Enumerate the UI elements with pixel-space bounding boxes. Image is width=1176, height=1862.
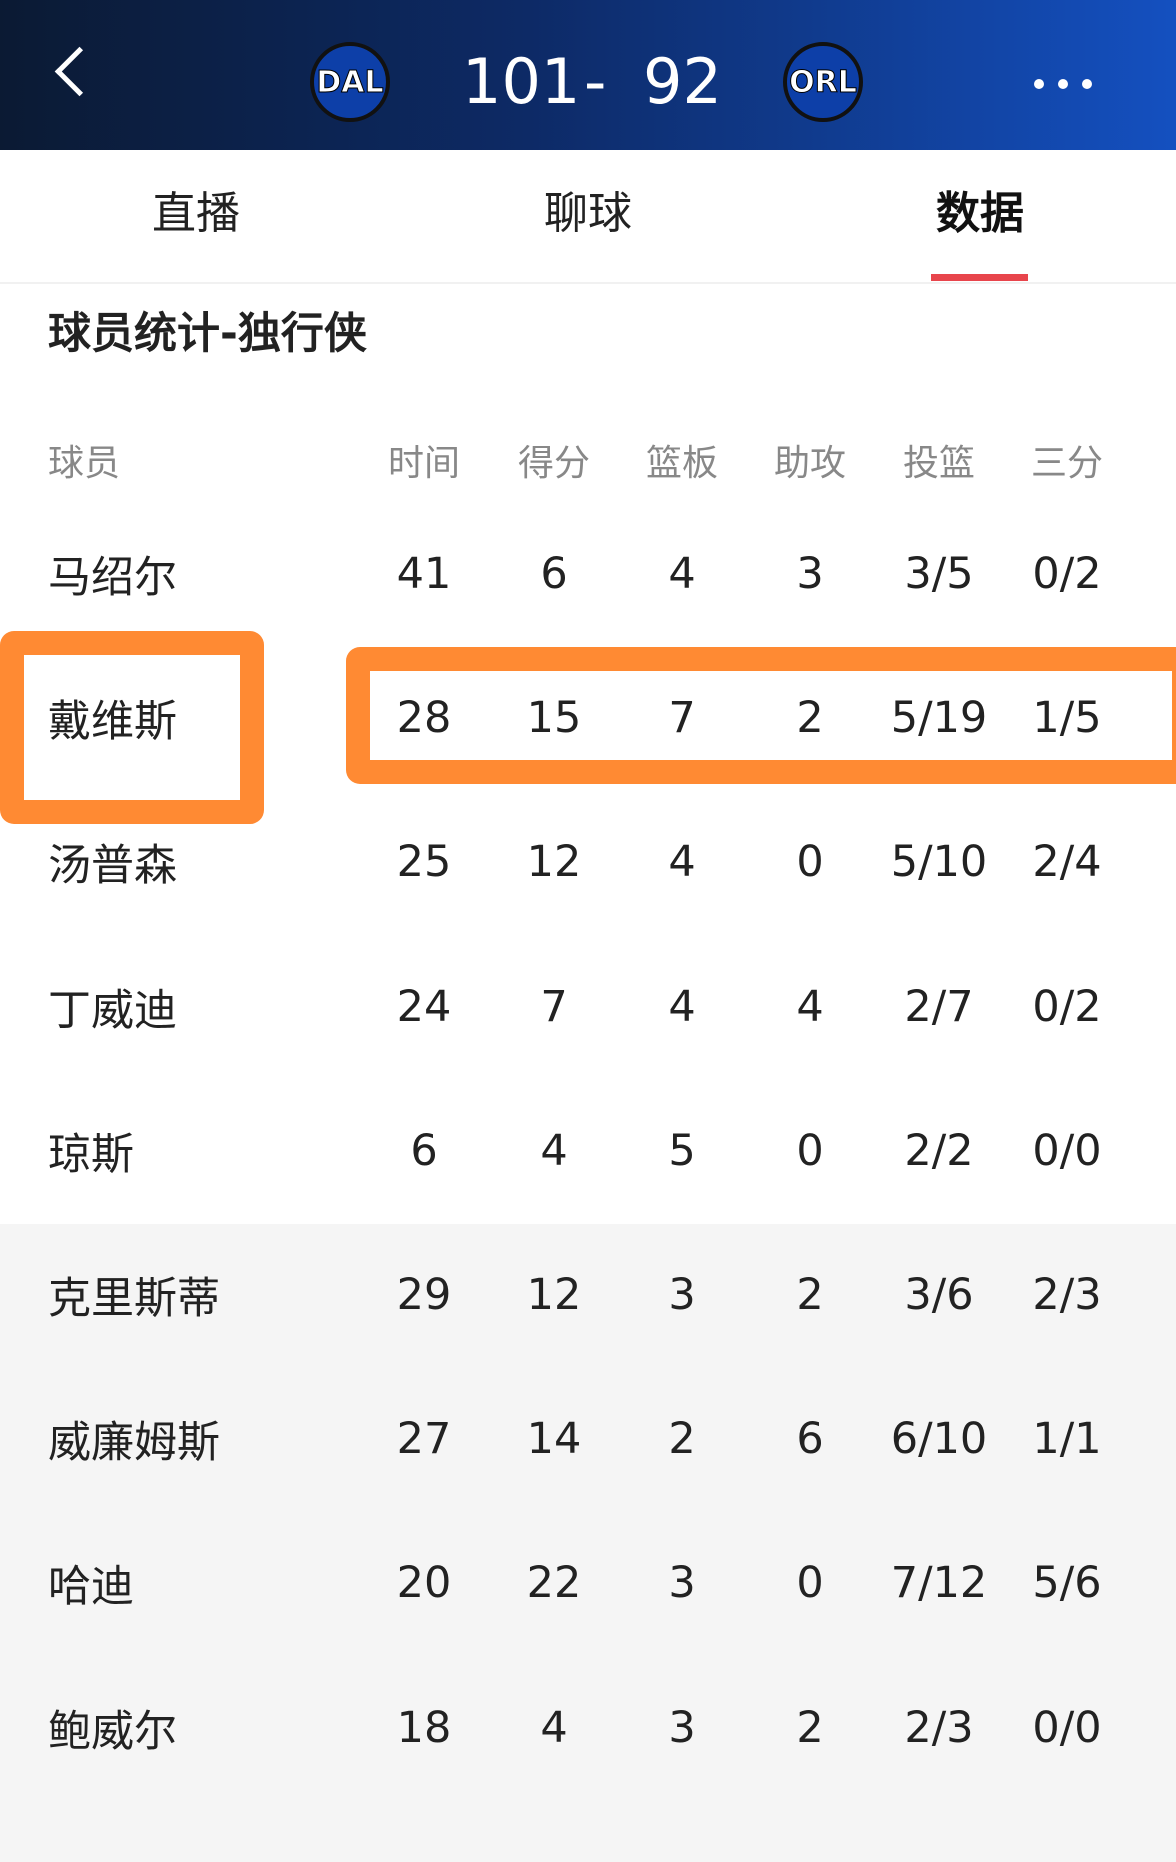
tab[interactable]: 聊球 <box>544 188 632 239</box>
stat-cell: 0 <box>796 837 824 888</box>
stat-cell: 2/7 <box>904 981 974 1032</box>
stat-cell: 4 <box>540 1702 568 1753</box>
stat-cell: 3/6 <box>904 1270 974 1320</box>
away-logo[interactable]: ORL <box>783 42 863 122</box>
stat-cell: 5/19 <box>890 693 988 744</box>
stat-cell: 20 <box>396 1558 452 1609</box>
home-score: 101 <box>462 45 581 118</box>
stat-cell: 2 <box>796 693 824 744</box>
stat-cell: 12 <box>526 837 582 888</box>
section-title: 球员统计-独行侠 <box>48 309 367 359</box>
tab-indicator <box>931 274 1028 281</box>
stat-cell: 0 <box>796 1558 824 1609</box>
stat-cell: 1/5 <box>1032 693 1102 744</box>
stat-cell: 3/5 <box>904 549 974 599</box>
stat-cell: 18 <box>396 1702 452 1753</box>
stat-cell: 1/1 <box>1032 1414 1102 1465</box>
column-header: 三分 <box>1030 443 1104 484</box>
bench-background <box>0 1224 1176 1862</box>
column-header: 时间 <box>387 443 461 484</box>
stat-cell: 22 <box>526 1558 582 1609</box>
stat-cell: 29 <box>396 1270 452 1320</box>
stat-cell: 5/10 <box>890 837 988 888</box>
stat-cell: 41 <box>396 549 452 599</box>
column-header: 得分 <box>517 443 591 484</box>
stat-cell: 14 <box>526 1414 582 1465</box>
stat-cell: 4 <box>668 837 696 888</box>
divider <box>0 282 1176 284</box>
stat-cell: 2 <box>668 1414 696 1465</box>
stat-cell: 2/4 <box>1032 837 1102 888</box>
stat-cell: 2/3 <box>1032 1270 1102 1320</box>
stat-cell: 12 <box>526 1270 582 1320</box>
player-name: 丁威迪 <box>48 985 177 1036</box>
stat-cell: 5/6 <box>1032 1558 1102 1609</box>
stat-cell: 6/10 <box>890 1414 988 1465</box>
stat-cell: 2/3 <box>904 1702 974 1753</box>
score-separator: - <box>584 45 607 118</box>
stat-cell: 3 <box>668 1270 696 1320</box>
column-header: 投篮 <box>902 443 976 484</box>
stat-cell: 0/2 <box>1032 981 1102 1032</box>
stat-cell: 6 <box>796 1414 824 1465</box>
stat-cell: 0 <box>796 1125 824 1176</box>
stat-cell: 0/0 <box>1032 1125 1102 1176</box>
stat-cell: 0/0 <box>1032 1702 1102 1753</box>
stat-cell: 4 <box>540 1125 568 1176</box>
stat-cell: 6 <box>410 1125 438 1176</box>
player-name: 马绍尔 <box>48 553 177 603</box>
stat-cell: 28 <box>396 693 452 744</box>
stat-cell: 0/2 <box>1032 549 1102 599</box>
stat-cell: 3 <box>668 1702 696 1753</box>
column-header: 助攻 <box>773 443 847 484</box>
player-name: 哈迪 <box>48 1562 134 1613</box>
stat-cell: 2/2 <box>904 1125 974 1176</box>
home-logo[interactable]: DAL <box>310 42 390 122</box>
stat-cell: 4 <box>668 549 696 599</box>
back-button[interactable] <box>54 46 105 97</box>
player-name: 汤普森 <box>48 841 177 892</box>
header-bar: DAL 101 - 92 ORL <box>0 0 1176 150</box>
highlight-box <box>346 647 1176 784</box>
player-name: 戴维斯 <box>48 697 177 748</box>
player-name: 威廉姆斯 <box>48 1418 220 1469</box>
stat-cell: 5 <box>668 1125 696 1176</box>
stat-cell: 24 <box>396 981 452 1032</box>
stat-cell: 2 <box>796 1270 824 1320</box>
stat-cell: 7 <box>540 981 568 1032</box>
stat-cell: 3 <box>796 549 824 599</box>
highlight-box <box>0 631 264 824</box>
more-button[interactable] <box>1034 79 1092 89</box>
away-score: 92 <box>643 45 722 118</box>
tab-active[interactable]: 数据 <box>936 188 1024 239</box>
player-name: 鲍威尔 <box>48 1706 177 1757</box>
column-header: 球员 <box>48 443 121 484</box>
column-header: 篮板 <box>645 443 719 484</box>
stat-cell: 7 <box>668 693 696 744</box>
player-name: 克里斯蒂 <box>48 1274 220 1324</box>
stat-cell: 25 <box>396 837 452 888</box>
stat-cell: 4 <box>796 981 824 1032</box>
stat-cell: 4 <box>668 981 696 1032</box>
stat-cell: 6 <box>540 549 568 599</box>
stat-cell: 2 <box>796 1702 824 1753</box>
stat-cell: 15 <box>526 693 582 744</box>
player-name: 琼斯 <box>48 1129 134 1180</box>
tab[interactable]: 直播 <box>152 188 240 239</box>
stat-cell: 27 <box>396 1414 452 1465</box>
stat-cell: 7/12 <box>890 1558 988 1609</box>
stat-cell: 3 <box>668 1558 696 1609</box>
